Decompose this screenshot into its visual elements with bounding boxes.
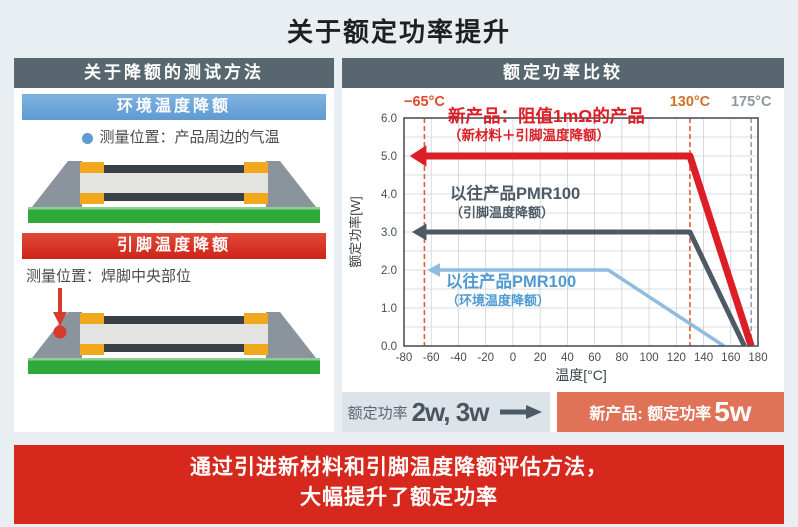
ref-temp-label-min: −65°C [403,94,445,110]
y-tick-label: 2.0 [381,265,397,277]
power-comparison-chart: -80 -60 -40 -20 0 20 40 60 80 100 120 140 160 180 0.0 1… [342,90,784,390]
annotation-old-terminal-name: 以往产品PMR100 [450,185,581,203]
y-tick-label: 6.0 [381,113,397,125]
power-comparison-panel: 额定功率比较 -80 -60 -40 -20 0 20 40 60 80 100 120 140 160… [342,58,784,432]
ambient-measure-note: 测量位置：产品周边的气温 [99,129,280,146]
annotation-old-ambient-name: 以往产品PMR100 [446,273,577,291]
x-tick-label: 160 [721,352,740,364]
conclusion-line-2: 大幅提升了额定功率 [300,486,498,510]
x-tick-label: -40 [450,352,467,364]
electrode-bottom [102,193,246,201]
new-rated-power-prefix: 新产品: 额定功率 [589,406,712,423]
series-line [424,229,747,348]
terminal-pad [80,344,104,355]
terminal-measure-line: 测量位置：焊脚中央部位 [22,265,326,286]
annotation-old-terminal-sub: （引脚温度降额） [450,204,555,220]
solder-fillet-right [266,161,316,207]
x-tick-label: 100 [639,352,658,364]
left-panel-header: 关于降额的测试方法 [14,58,334,88]
solder-fillet-right [266,312,316,358]
plot-frame [403,117,759,347]
y-tick-label: 4.0 [381,189,397,201]
electrode-top [102,316,246,324]
terminal-pad [244,344,268,355]
series-start-arrow [409,145,427,167]
series-line [438,268,725,348]
terminal-pad [80,162,104,173]
x-tick-label: 140 [694,352,713,364]
series-start-arrow [427,263,441,277]
pcb-board [28,207,320,223]
x-tick-label: 40 [561,352,574,364]
y-tick-label: 0.0 [381,341,397,353]
electrode-top [102,165,246,173]
pcb-edge-highlight [28,358,320,361]
conclusion-line-1: 通过引进新材料和引脚温度降额评估方法， [190,456,608,479]
pcb-edge-highlight [28,207,320,210]
rated-power-summary: 额定功率 2w, 3w 新产品: 额定功率 5w [342,392,784,432]
x-axis-title: 温度[°C] [555,367,607,383]
x-tick-label: -60 [423,352,440,364]
chart-canvas: -80 -60 -40 -20 0 20 40 60 80 100 120 140 160 180 0.0 1… [348,113,768,383]
left-panel-body: 环境温度降额 测量位置：产品周边的气温 引脚温 [14,88,334,380]
terminal-measure-note: 测量位置：焊脚中央部位 [26,268,192,285]
conclusion-banner: 通过引进新材料和引脚温度降额评估方法， 大幅提升了额定功率 [14,445,784,524]
terminal-pad [244,162,268,173]
ambient-derating-bar: 环境温度降额 [22,94,326,120]
page-title: 关于额定功率提升 [286,17,511,47]
y-tick-label: 1.0 [381,303,397,315]
annotation-new-product-sub: （新材料＋引脚温度降额） [448,127,610,143]
x-tick-label: 0 [510,352,516,364]
annotation-old-ambient-sub: （环境温度降额） [446,292,551,308]
y-tick-label: 3.0 [381,227,397,239]
bullet-icon [82,132,94,144]
ambient-measure-line: 测量位置：产品周边的气温 [22,126,326,147]
series-line [424,152,755,348]
x-tick-label: -20 [477,352,494,364]
slide: 关于额定功率提升 关于降额的测试方法 环境温度降额 测量位置：产品周边的气温 [0,12,798,524]
annotation-old-product-ambient: 以往产品PMR100 （环境温度降额） [446,272,576,309]
series-start-arrow [411,223,427,241]
measure-point-dot [53,325,67,339]
terminal-derating-bar: 引脚温度降额 [22,233,326,259]
ref-temp-label-knee: 130°C [669,94,711,110]
ref-temp-label-max: 175°C [730,94,772,110]
new-rated-power-box: 新产品: 额定功率 5w [557,392,784,432]
resistor-assembly [28,312,320,374]
annotation-new-product-name: 新产品：阻值1mΩ的产品 [448,106,645,126]
x-tick-label: 180 [748,352,767,364]
test-method-panel: 关于降额的测试方法 环境温度降额 测量位置：产品周边的气温 [14,58,334,432]
terminal-pad [244,313,268,324]
x-tick-label: 20 [534,352,547,364]
old-rated-power-prefix: 额定功率 [347,404,408,422]
measure-arrow-head [53,312,67,326]
x-tick-label: 120 [667,352,686,364]
solder-fillet-left [32,161,82,207]
terminal-pad [244,193,268,204]
resistor-cross-section-diagram [28,161,320,223]
old-rated-power-value: 2w, 3w [411,396,490,427]
x-tick-label: 60 [588,352,601,364]
resistor-cross-section-diagram-with-probe [28,288,320,374]
x-tick-label: 80 [615,352,628,364]
electrode-bottom [102,344,246,352]
right-arrow-icon [500,405,543,419]
y-axis-title: 额定功率[W] [348,196,363,268]
terminal-pad [80,193,104,204]
annotation-new-product: 新产品：阻值1mΩ的产品 （新材料＋引脚温度降额） [448,106,645,145]
annotation-old-product-terminal: 以往产品PMR100 （引脚温度降额） [450,184,580,221]
y-tick-label: 5.0 [381,151,397,163]
right-panel-header: 额定功率比较 [342,58,784,88]
content-columns: 关于降额的测试方法 环境温度降额 测量位置：产品周边的气温 [14,58,784,432]
x-tick-label: -80 [396,352,413,364]
pcb-board [28,358,320,374]
old-rated-power-box: 额定功率 2w, 3w [342,392,550,432]
terminal-pad [80,313,104,324]
new-rated-power-value: 5w [714,396,752,427]
